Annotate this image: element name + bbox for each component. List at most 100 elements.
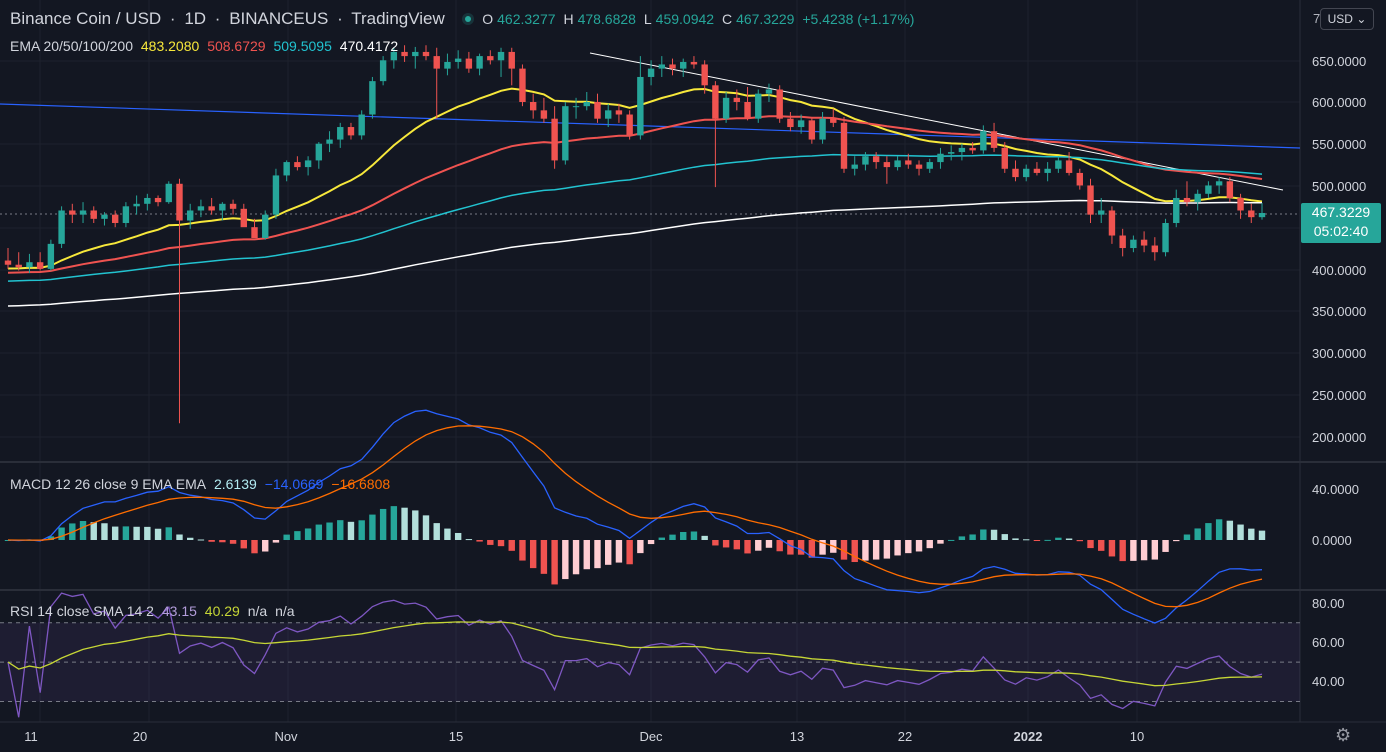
- macd-histogram-bar: [294, 531, 301, 540]
- candle-body: [519, 68, 526, 102]
- macd-histogram-bar: [315, 524, 323, 540]
- candle-body: [1183, 197, 1191, 203]
- candle-body: [1108, 210, 1116, 236]
- gear-icon[interactable]: ⚙: [1335, 725, 1352, 745]
- price-axis-label: 650.0000: [1312, 54, 1366, 69]
- candle-body: [283, 162, 290, 176]
- time-axis-label: 22: [898, 729, 912, 744]
- macd-histogram-bar: [358, 520, 365, 540]
- time-axis-label: Dec: [639, 729, 663, 744]
- ema-lines: [7, 87, 1263, 307]
- macd-histogram-bar: [605, 540, 612, 565]
- macd-histogram-bar: [733, 540, 741, 550]
- macd-histogram-bar: [680, 532, 687, 540]
- symbol-title[interactable]: Binance Coin / USD: [10, 9, 162, 28]
- macd-histogram-bar: [337, 520, 344, 540]
- ema100-line: [7, 153, 1263, 282]
- macd-histogram-bar: [47, 536, 55, 540]
- candle-body: [1194, 193, 1201, 203]
- ema200-line: [7, 199, 1263, 307]
- candle-body: [304, 160, 312, 168]
- macd-histogram-bar: [1162, 540, 1169, 552]
- macd-histogram-bar: [412, 510, 419, 540]
- candle-body: [58, 210, 65, 244]
- macd-histogram-bar: [369, 514, 376, 540]
- ema20-line: [7, 87, 1263, 270]
- ema50-value: 508.6729: [207, 38, 266, 54]
- candle-body: [465, 58, 473, 69]
- macd-histogram-bar: [433, 523, 440, 540]
- candle-body: [1098, 210, 1105, 215]
- macd-histogram-bar: [851, 540, 858, 563]
- candle-body: [1130, 239, 1137, 249]
- price-axis-label: 200.0000: [1312, 430, 1366, 445]
- ema-legend[interactable]: EMA 20/50/100/200 483.2080 508.6729 509.…: [10, 38, 402, 54]
- currency-selector[interactable]: USD ⌄: [1320, 8, 1374, 30]
- candle-body: [36, 262, 44, 269]
- candle-body: [969, 147, 976, 151]
- rsi-axis-label: 40.00: [1312, 674, 1345, 689]
- candle-body: [262, 214, 269, 239]
- candle-body: [1173, 197, 1180, 224]
- candle-body: [219, 203, 226, 211]
- macd-histogram-bar: [1130, 540, 1137, 561]
- rsi-legend[interactable]: RSI 14 close SMA 14 2 43.15 40.29 n/a n/…: [10, 603, 295, 619]
- candle-body: [572, 106, 580, 108]
- macd-histogram-bar: [755, 540, 762, 551]
- candle-body: [379, 60, 387, 82]
- macd-histogram-bar: [111, 526, 119, 540]
- candle-body: [487, 56, 494, 61]
- macd-label: MACD 12 26 close 9 EMA EMA: [10, 476, 207, 492]
- macd-histogram-bar: [690, 531, 698, 540]
- candle-body: [197, 206, 205, 211]
- candle-body: [562, 106, 569, 161]
- signal-value: −16.6808: [331, 476, 391, 492]
- trendlines: [0, 52, 1301, 215]
- macd-histogram-bar: [1065, 538, 1073, 540]
- rsi-band: [0, 622, 1300, 702]
- macd-histogram-bar: [980, 529, 987, 540]
- candle-body: [1205, 185, 1212, 194]
- price-axis-label: 250.0000: [1312, 388, 1366, 403]
- candle-body: [90, 210, 97, 219]
- macd-histogram-bar: [229, 540, 237, 544]
- candle-body: [551, 118, 558, 161]
- macd-histogram-bar: [165, 527, 172, 540]
- macd-histogram-bar: [701, 535, 708, 540]
- macd-histogram-bar: [444, 528, 451, 540]
- macd-histogram-bar: [390, 506, 398, 540]
- macd-histogram-bar: [1033, 540, 1041, 541]
- rsi-sma-line: [7, 621, 1263, 687]
- rsi-pane: [7, 592, 1263, 718]
- candle-body: [1044, 168, 1051, 173]
- macd-histogram-bar: [1194, 528, 1201, 540]
- candle-body: [47, 243, 55, 269]
- candle-body: [637, 76, 644, 136]
- macd-value: −14.0669: [264, 476, 324, 492]
- macd-histogram-bar: [872, 540, 880, 560]
- candle-body: [1162, 223, 1169, 253]
- blue-trendline: [0, 103, 1301, 149]
- macd-histogram-bar: [529, 540, 537, 569]
- macd-histogram-bar: [401, 507, 408, 540]
- macd-histogram-bar: [808, 540, 816, 558]
- macd-histogram-bar: [947, 539, 955, 541]
- candle-body: [712, 85, 719, 119]
- candle-body: [422, 51, 430, 57]
- candle-body: [497, 51, 505, 61]
- candle-body: [433, 56, 440, 69]
- macd-pane: [4, 409, 1266, 624]
- candle-body: [122, 206, 130, 224]
- macd-legend[interactable]: MACD 12 26 close 9 EMA EMA 2.6139 −14.06…: [10, 476, 394, 492]
- macd-histogram-bar: [915, 540, 923, 552]
- candle-body: [701, 64, 708, 86]
- candle-body: [272, 175, 280, 215]
- candle-body: [401, 51, 408, 57]
- symbol-header: Binance Coin / USD · 1D · BINANCEUS · Tr…: [10, 9, 922, 29]
- candle-body: [476, 56, 483, 69]
- candle-body: [540, 110, 548, 119]
- candle-body: [326, 139, 333, 144]
- interval[interactable]: 1D: [184, 9, 207, 28]
- ema-label: EMA 20/50/100/200: [10, 38, 133, 54]
